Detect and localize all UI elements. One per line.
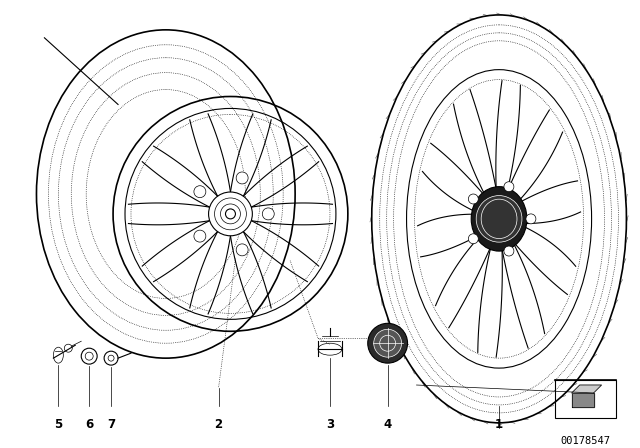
Text: 7: 7 [107,418,115,431]
Ellipse shape [236,244,248,256]
Ellipse shape [468,194,478,204]
Ellipse shape [194,230,206,242]
Ellipse shape [225,209,236,219]
Text: 1: 1 [495,418,503,431]
Ellipse shape [468,234,478,244]
Bar [555,380,616,418]
Ellipse shape [221,204,241,224]
Ellipse shape [209,192,252,236]
Ellipse shape [476,196,522,242]
Ellipse shape [504,182,514,192]
Ellipse shape [194,186,206,198]
Ellipse shape [368,323,408,363]
Polygon shape [572,385,602,393]
Ellipse shape [236,172,248,184]
Polygon shape [572,393,593,407]
Ellipse shape [504,246,514,256]
Text: 2: 2 [214,418,223,431]
Text: 6: 6 [85,418,93,431]
Ellipse shape [471,187,527,251]
Ellipse shape [526,214,536,224]
Text: 5: 5 [54,418,63,431]
Text: 3: 3 [326,418,334,431]
Ellipse shape [262,208,274,220]
Text: 00178547: 00178547 [561,436,611,446]
Text: 4: 4 [383,418,392,431]
Ellipse shape [374,329,401,357]
Ellipse shape [214,198,246,230]
